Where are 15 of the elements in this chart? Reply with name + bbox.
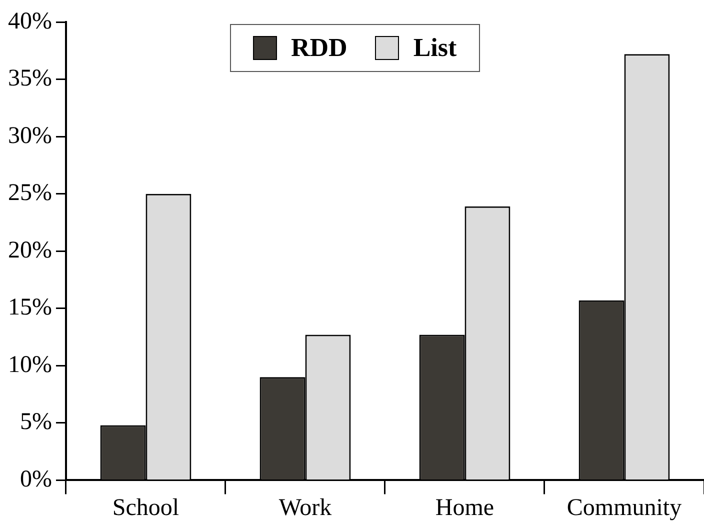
y-tick-label: 25%: [8, 180, 52, 206]
x-tick-label: School: [112, 494, 180, 521]
x-tick-label: Community: [566, 494, 682, 521]
y-tick-label: 10%: [8, 352, 52, 378]
y-tick-label: 0%: [20, 466, 52, 492]
x-tick-label: Work: [278, 494, 332, 521]
y-tick-label: 5%: [20, 409, 52, 436]
legend-label: RDD: [290, 33, 348, 63]
legend-label: List: [413, 33, 457, 63]
y-tick-label: 30%: [8, 122, 52, 149]
x-tick-label: Home: [435, 494, 494, 521]
y-tick-label: 15%: [8, 294, 52, 321]
y-tick-label: 35%: [8, 66, 52, 92]
y-tick-label: 20%: [8, 237, 52, 264]
y-tick-label: 40%: [8, 8, 52, 34]
